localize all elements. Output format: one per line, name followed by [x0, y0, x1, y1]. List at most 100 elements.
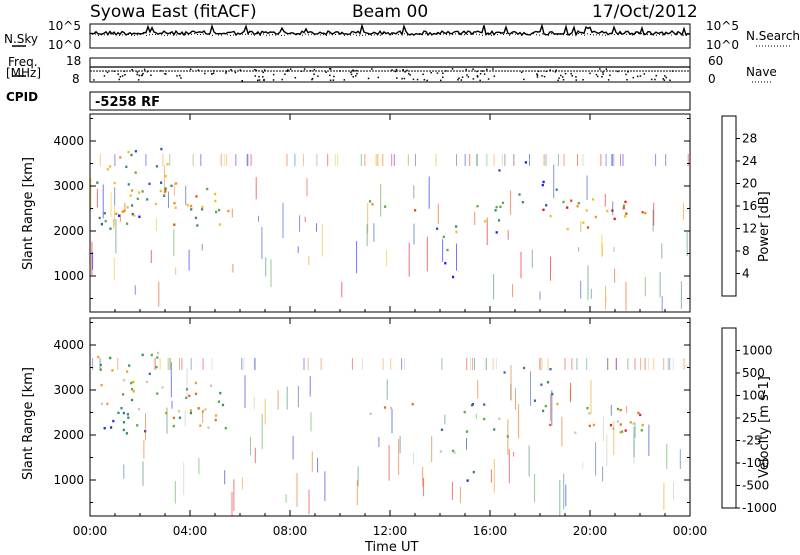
nave-point [564, 72, 567, 75]
nsearch-point [542, 33, 543, 35]
range-cell [548, 423, 552, 427]
nave-point [281, 78, 283, 81]
nsearch-point [647, 34, 648, 36]
nsearch-point [248, 33, 249, 35]
range-cell [562, 200, 565, 204]
range-cell [576, 205, 579, 208]
nsearch-point [251, 33, 252, 35]
range-cell [501, 201, 505, 205]
range-cell [214, 199, 217, 203]
nsearch-point [362, 34, 363, 36]
nsearch-point [302, 34, 303, 36]
range-cell [453, 451, 456, 454]
nsearch-point [572, 34, 573, 36]
range-cell [574, 431, 577, 434]
range-cell [497, 219, 501, 222]
nave-point [121, 75, 124, 77]
nsearch-point [656, 34, 657, 36]
nave-point [113, 70, 115, 72]
nsearch-point [134, 34, 135, 36]
nave-point [257, 79, 259, 82]
nave-point [639, 75, 642, 77]
range-cell [127, 150, 130, 154]
nsearch-point [506, 33, 507, 35]
time-axis: 00:00 04:00 08:00 12:00 16:00 20:00 00:00 [73, 114, 707, 538]
nsearch-point [359, 34, 360, 36]
nsearch-point [482, 34, 483, 36]
nave-point [536, 74, 539, 76]
nsearch-point [422, 33, 423, 35]
nave-point [440, 79, 442, 82]
nsearch-point [140, 34, 141, 35]
ytick-label: 2000 [53, 224, 84, 238]
range-cell [131, 204, 134, 207]
range-cell [122, 393, 125, 396]
range-cell [632, 422, 635, 425]
range-cell [616, 420, 619, 423]
nsearch-point [332, 34, 333, 36]
nave-point [665, 76, 667, 79]
nsearch-point [341, 33, 342, 35]
nave-point [412, 78, 415, 81]
nave-point [230, 69, 232, 71]
range-cell [130, 153, 133, 157]
range-cell [164, 411, 168, 415]
nave-point [472, 68, 474, 70]
range-cell [173, 223, 176, 226]
nsearch-point [563, 34, 564, 36]
colorbar-tick-label: 500 [742, 366, 765, 380]
nsearch-point [320, 34, 321, 36]
nave-point [332, 79, 335, 81]
range-cell [483, 417, 486, 421]
nsearch-point [389, 33, 390, 35]
nsearch-point [95, 33, 96, 35]
range-cell [549, 368, 552, 371]
nave-point [93, 79, 95, 81]
range-cell [160, 147, 163, 151]
range-cell [175, 182, 178, 185]
range-cell [128, 364, 131, 367]
nave-point [352, 70, 355, 72]
range-cell [122, 421, 126, 424]
nave-point [589, 72, 591, 75]
range-cell [126, 370, 129, 373]
nsearch-point [599, 34, 600, 36]
ytick-label: 1000 [53, 269, 84, 283]
nsearch-point [386, 33, 387, 34]
nave-point [350, 71, 352, 73]
nsearch-point [587, 33, 588, 35]
nsearch-point [365, 34, 366, 36]
nsearch-point [353, 33, 354, 35]
range-cell [99, 368, 102, 371]
range-cell [136, 197, 139, 200]
nave-point [164, 73, 166, 75]
cpid-label: CPID [6, 90, 39, 104]
range-cell [106, 168, 109, 171]
nave-point [329, 79, 332, 81]
nsearch-point [119, 34, 120, 36]
nave-point [118, 78, 120, 81]
range-cell [201, 208, 204, 211]
range-cell [570, 199, 573, 202]
nave-point [343, 79, 346, 81]
range-cell [442, 235, 445, 239]
range-cell [121, 210, 124, 213]
nave-point [131, 69, 133, 71]
range-cell [189, 409, 192, 412]
range-cell [138, 215, 141, 218]
range-cell [613, 217, 616, 221]
xtick-label: 16:00 [473, 524, 508, 538]
range-cell [185, 396, 188, 399]
range-cell [113, 181, 116, 185]
range-cell [586, 407, 589, 410]
nave-point [662, 78, 664, 80]
range-cell [369, 412, 372, 415]
nsearch-point [131, 34, 132, 36]
nave-point [150, 74, 152, 76]
nsearch-point [338, 33, 339, 35]
nsearch-point [578, 33, 579, 35]
nave-point [521, 71, 523, 73]
range-cell [640, 429, 643, 432]
nsearch-point [173, 34, 174, 36]
nsearch-point [176, 34, 177, 36]
